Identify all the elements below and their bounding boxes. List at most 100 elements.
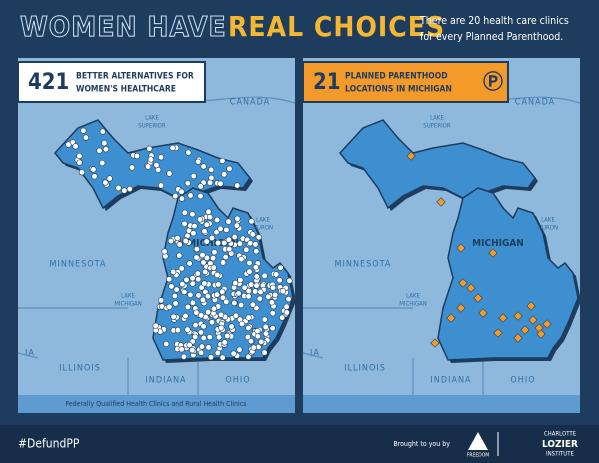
clinic-dot	[187, 192, 194, 199]
panel: CANADALAKESUPERIORLAKEHURONMINNESOTALAKE…	[17, 58, 296, 413]
clinic-dot	[144, 163, 152, 170]
clinic-dot	[249, 301, 256, 308]
clinic-dot	[269, 284, 277, 291]
clinic-dot	[198, 349, 205, 356]
clinic-dot	[249, 231, 256, 238]
clinic-dot	[184, 180, 191, 187]
map-label: SUPERIOR	[138, 123, 166, 130]
clinic-dot	[252, 241, 259, 248]
map-label: OHIO	[510, 376, 535, 386]
clinic-dot	[226, 246, 233, 253]
clinic-dot	[272, 291, 279, 299]
logo-text: LOZIER	[542, 439, 578, 450]
caption-band	[18, 395, 295, 413]
michigan	[437, 187, 579, 361]
clinic-dot	[90, 166, 97, 173]
clinic-dot	[172, 300, 179, 307]
clinic-dot	[238, 320, 246, 327]
clinic-dot	[224, 332, 231, 340]
map-label: MINNESOTA	[50, 260, 107, 270]
clinic-dot	[172, 193, 179, 200]
clinic-dot	[198, 343, 206, 350]
clinic-dot	[82, 134, 90, 141]
clinic-dot	[248, 281, 255, 288]
clinic-dot	[279, 288, 286, 295]
clinic-dot	[211, 249, 218, 256]
clinic-dot	[269, 310, 276, 317]
clinic-dot	[215, 334, 223, 341]
clinic-dot	[217, 311, 225, 318]
clinic-dot	[236, 346, 243, 353]
hashtag: #DefundPP	[18, 437, 80, 451]
clinic-dot	[197, 329, 205, 336]
subtitle: There are 20 health care clinics	[419, 15, 569, 27]
clinic-dot	[243, 246, 250, 253]
clinic-dot	[234, 215, 241, 222]
clinic-dot	[196, 216, 204, 223]
clinic-dot	[218, 324, 225, 331]
clinic-dot	[65, 141, 72, 148]
map-label: ILLINOIS	[59, 364, 101, 374]
pp-logo: Ⓟ	[483, 70, 503, 94]
clinic-dot	[173, 286, 180, 293]
clinic-dot	[178, 188, 185, 195]
clinic-dot	[219, 288, 226, 295]
clinic-dot	[208, 166, 215, 174]
map-label: IA	[310, 349, 320, 359]
clinic-dot	[219, 157, 226, 165]
clinic-dot	[183, 276, 190, 283]
clinic-dot	[96, 147, 103, 154]
clinic-dot	[126, 185, 133, 193]
clinic-marker	[430, 338, 440, 348]
clinic-marker	[446, 313, 456, 323]
clinic-dot	[72, 143, 79, 150]
clinic-dot	[236, 240, 244, 247]
logo-icon	[468, 432, 488, 450]
clinic-dot	[262, 330, 270, 337]
clinic-dot	[226, 165, 233, 172]
border	[302, 96, 581, 398]
clinic-dot	[233, 222, 240, 229]
clinic-dot	[193, 246, 200, 253]
clinic-marker	[488, 248, 498, 258]
map-label: LAKE	[541, 217, 555, 224]
clinic-dot	[245, 353, 252, 360]
clinic-marker	[458, 278, 468, 288]
clinic-dot	[269, 325, 276, 332]
clinic-dot	[203, 221, 210, 228]
clinic-dot	[182, 237, 189, 245]
clinic-dot	[237, 276, 244, 284]
clinic-dot	[210, 264, 217, 271]
clinic-dot	[102, 179, 109, 186]
clinic-dot	[189, 347, 196, 354]
clinic-dot	[245, 314, 252, 321]
clinic-dot	[248, 218, 255, 225]
clinic-dot	[210, 305, 218, 312]
clinic-dot	[201, 228, 208, 235]
map-label: MICHIGAN	[114, 301, 142, 308]
map-label: LAKE	[406, 293, 420, 300]
clinic-dot	[210, 255, 217, 262]
clinic-dot	[176, 252, 183, 259]
clinic-marker	[536, 329, 546, 339]
clinic-dot	[234, 182, 241, 189]
clinic-dot	[214, 271, 221, 279]
map-label: OHIO	[225, 376, 250, 386]
clinic-dot	[256, 295, 263, 302]
clinic-dot	[238, 255, 245, 263]
clinic-dot	[200, 323, 207, 330]
clinic-dot	[99, 159, 106, 167]
clinic-dot	[76, 159, 83, 166]
clinic-dot	[166, 276, 173, 283]
clinic-dot	[99, 128, 106, 135]
clinic-dot	[221, 339, 228, 346]
clinic-dot	[193, 254, 200, 261]
clinic-dot	[176, 241, 183, 248]
clinic-dot	[184, 326, 191, 333]
clinic-dot	[261, 272, 268, 279]
clinic-dot	[245, 324, 252, 332]
clinic-dot	[276, 277, 283, 284]
clinic-dot	[170, 268, 177, 276]
clinic-dot	[185, 149, 192, 156]
clinic-dot	[232, 312, 240, 319]
